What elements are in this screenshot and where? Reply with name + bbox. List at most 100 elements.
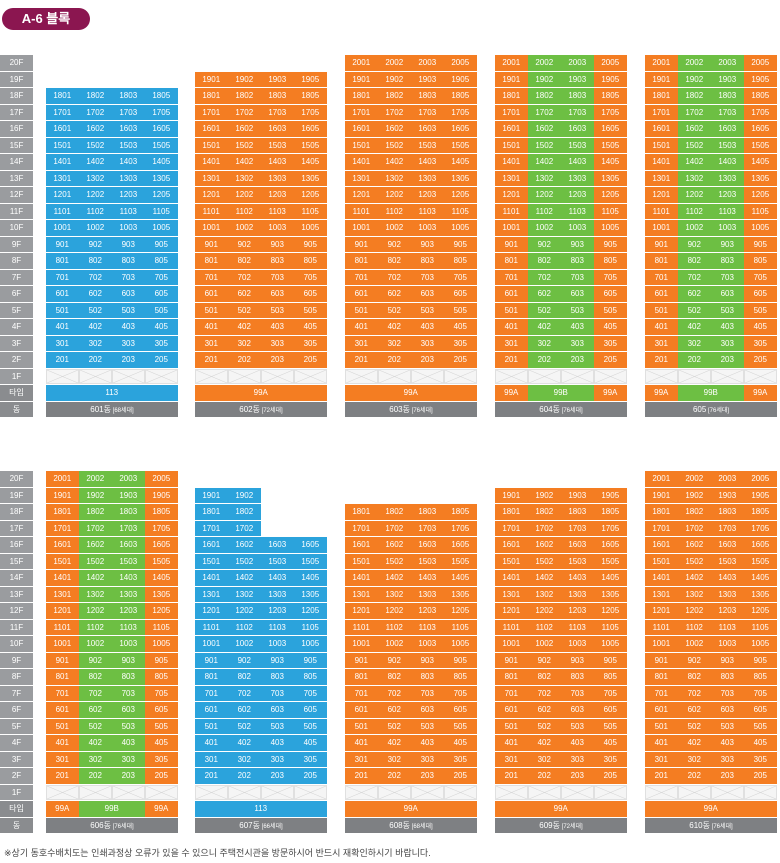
unit-cell[interactable]: 305: [744, 335, 777, 351]
unit-cell[interactable]: 1202: [79, 603, 112, 619]
unit-cell[interactable]: 302: [79, 335, 112, 351]
unit-cell[interactable]: 1405: [594, 154, 627, 170]
unit-cell[interactable]: 905: [145, 652, 178, 668]
unit-cell[interactable]: 801: [645, 253, 678, 269]
unit-cell[interactable]: 1905: [744, 487, 777, 503]
unit-cell[interactable]: 2003: [711, 471, 744, 487]
unit-cell[interactable]: 1503: [261, 553, 294, 569]
unit-cell[interactable]: 1005: [744, 636, 777, 652]
unit-cell[interactable]: 1105: [294, 203, 327, 219]
unit-cell[interactable]: 302: [378, 751, 411, 767]
unit-cell[interactable]: 805: [145, 669, 178, 685]
unit-cell[interactable]: 902: [79, 236, 112, 252]
unit-cell[interactable]: 1005: [444, 220, 477, 236]
unit-cell[interactable]: 2001: [46, 471, 79, 487]
unit-cell[interactable]: 1002: [79, 220, 112, 236]
unit-cell[interactable]: 1902: [228, 487, 261, 503]
unit-cell[interactable]: 801: [195, 669, 228, 685]
unit-cell[interactable]: 1603: [561, 121, 594, 137]
unit-cell[interactable]: 302: [678, 751, 711, 767]
unit-cell[interactable]: 1205: [594, 603, 627, 619]
unit-cell[interactable]: 1402: [678, 570, 711, 586]
unit-cell[interactable]: 2002: [79, 471, 112, 487]
unit-cell[interactable]: 805: [294, 253, 327, 269]
unit-cell[interactable]: 502: [528, 718, 561, 734]
unit-cell[interactable]: 1305: [145, 586, 178, 602]
unit-cell[interactable]: 602: [79, 286, 112, 302]
unit-cell[interactable]: 605: [594, 286, 627, 302]
unit-cell[interactable]: 1702: [378, 104, 411, 120]
unit-cell[interactable]: 605: [294, 286, 327, 302]
unit-cell[interactable]: 1802: [678, 504, 711, 520]
unit-cell[interactable]: 301: [495, 751, 528, 767]
unit-cell[interactable]: 1205: [145, 187, 178, 203]
unit-cell[interactable]: 502: [378, 302, 411, 318]
unit-cell[interactable]: 605: [594, 702, 627, 718]
unit-cell[interactable]: 1603: [711, 121, 744, 137]
unit-cell[interactable]: 805: [594, 253, 627, 269]
unit-cell[interactable]: 1103: [112, 619, 145, 635]
unit-cell[interactable]: 1902: [678, 71, 711, 87]
unit-cell[interactable]: 1505: [294, 553, 327, 569]
unit-cell[interactable]: 1705: [294, 104, 327, 120]
unit-cell[interactable]: 1503: [112, 553, 145, 569]
unit-cell[interactable]: 1303: [711, 586, 744, 602]
unit-cell[interactable]: 1402: [528, 570, 561, 586]
unit-cell[interactable]: 303: [411, 751, 444, 767]
unit-cell[interactable]: 1301: [645, 586, 678, 602]
unit-cell[interactable]: 602: [79, 702, 112, 718]
unit-cell[interactable]: 303: [411, 335, 444, 351]
unit-cell[interactable]: 1502: [378, 553, 411, 569]
unit-cell[interactable]: 205: [744, 352, 777, 368]
unit-cell[interactable]: 1602: [528, 537, 561, 553]
unit-cell[interactable]: 1402: [528, 154, 561, 170]
unit-cell[interactable]: 505: [594, 718, 627, 734]
unit-cell[interactable]: 1703: [411, 520, 444, 536]
unit-cell[interactable]: 301: [345, 335, 378, 351]
unit-cell[interactable]: 703: [561, 269, 594, 285]
unit-cell[interactable]: 403: [561, 319, 594, 335]
unit-cell[interactable]: 705: [145, 269, 178, 285]
unit-cell[interactable]: 801: [495, 669, 528, 685]
unit-cell[interactable]: 901: [46, 236, 79, 252]
unit-cell[interactable]: 1402: [678, 154, 711, 170]
unit-cell[interactable]: 302: [678, 335, 711, 351]
unit-cell[interactable]: 303: [561, 751, 594, 767]
unit-cell[interactable]: 1803: [711, 504, 744, 520]
unit-cell[interactable]: 905: [594, 236, 627, 252]
unit-cell[interactable]: 203: [711, 352, 744, 368]
unit-cell[interactable]: 801: [195, 253, 228, 269]
unit-cell[interactable]: 801: [345, 669, 378, 685]
unit-cell[interactable]: 1501: [495, 553, 528, 569]
unit-cell[interactable]: 1803: [711, 88, 744, 104]
unit-cell[interactable]: 703: [261, 269, 294, 285]
unit-cell[interactable]: 1503: [711, 137, 744, 153]
unit-cell[interactable]: 1703: [112, 520, 145, 536]
unit-cell[interactable]: 1505: [294, 137, 327, 153]
unit-cell[interactable]: 1802: [678, 88, 711, 104]
unit-cell[interactable]: 401: [645, 319, 678, 335]
unit-cell[interactable]: 1505: [744, 553, 777, 569]
unit-cell[interactable]: 1405: [744, 154, 777, 170]
unit-cell[interactable]: 701: [195, 685, 228, 701]
unit-cell[interactable]: 502: [678, 302, 711, 318]
unit-cell[interactable]: 503: [411, 718, 444, 734]
unit-cell[interactable]: 603: [711, 702, 744, 718]
unit-cell[interactable]: 1305: [594, 170, 627, 186]
unit-cell[interactable]: 1202: [678, 603, 711, 619]
unit-cell[interactable]: 705: [594, 269, 627, 285]
unit-cell[interactable]: 905: [744, 236, 777, 252]
unit-cell[interactable]: 501: [195, 302, 228, 318]
unit-cell[interactable]: 1205: [294, 603, 327, 619]
unit-cell[interactable]: 1101: [645, 203, 678, 219]
unit-cell[interactable]: 1001: [345, 220, 378, 236]
unit-cell[interactable]: 505: [145, 718, 178, 734]
unit-cell[interactable]: 1402: [378, 570, 411, 586]
unit-cell[interactable]: 1401: [195, 570, 228, 586]
unit-cell[interactable]: 1805: [594, 88, 627, 104]
unit-cell[interactable]: 305: [444, 335, 477, 351]
unit-cell[interactable]: 403: [711, 735, 744, 751]
unit-cell[interactable]: 901: [645, 652, 678, 668]
unit-cell[interactable]: 502: [228, 718, 261, 734]
unit-cell[interactable]: 902: [228, 652, 261, 668]
